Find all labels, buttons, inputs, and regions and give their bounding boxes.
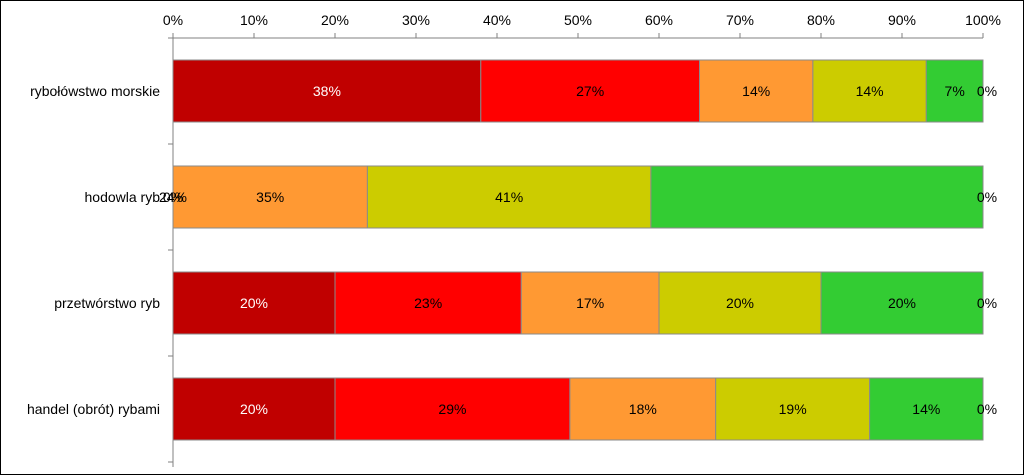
x-tick-label: 40% <box>483 12 511 28</box>
data-label: 17% <box>576 295 604 311</box>
x-tick-label: 80% <box>807 12 835 28</box>
x-tick-label: 50% <box>564 12 592 28</box>
bar-segment <box>820 271 984 335</box>
bar-segment <box>658 271 822 335</box>
x-tick-label: 10% <box>240 12 268 28</box>
data-label: 0% <box>977 401 997 417</box>
data-label: 18% <box>629 401 657 417</box>
data-label: 14% <box>742 83 770 99</box>
bar-segment <box>334 377 571 441</box>
bar-segment <box>569 377 717 441</box>
data-label: 35% <box>256 189 284 205</box>
data-label: 0% <box>977 189 997 205</box>
data-label: 0% <box>163 189 183 205</box>
bar-segment <box>172 377 336 441</box>
data-label: 19% <box>779 401 807 417</box>
bar-segment <box>334 271 522 335</box>
category-label: hodowla ryb <box>85 189 161 205</box>
category-label: przetwórstwo ryb <box>54 295 160 311</box>
data-label: 27% <box>576 83 604 99</box>
data-label: 0% <box>977 295 997 311</box>
bar-segment <box>480 59 700 123</box>
bar-segment <box>715 377 871 441</box>
x-tick-label: 60% <box>645 12 673 28</box>
x-tick-label: 30% <box>402 12 430 28</box>
x-tick-label: 100% <box>965 12 1001 28</box>
category-label: rybołówstwo morskie <box>30 83 160 99</box>
data-label: 29% <box>438 401 466 417</box>
bar-segment <box>172 59 482 123</box>
x-tick-label: 90% <box>888 12 916 28</box>
data-label: 20% <box>240 295 268 311</box>
bar-segment <box>172 165 368 229</box>
data-label: 24% <box>159 189 187 205</box>
bar-segment <box>869 377 984 441</box>
x-tick-label: 20% <box>321 12 349 28</box>
bar-segment <box>520 271 660 335</box>
data-label: 38% <box>313 83 341 99</box>
data-label: 14% <box>912 401 940 417</box>
data-label: 0% <box>977 83 997 99</box>
data-label: 20% <box>240 401 268 417</box>
data-label: 14% <box>856 83 884 99</box>
bar-segment <box>699 59 814 123</box>
x-tick-label: 0% <box>163 12 183 28</box>
bar-segment <box>366 165 652 229</box>
category-label: handel (obrót) rybami <box>27 401 160 417</box>
data-label: 20% <box>888 295 916 311</box>
data-label: 20% <box>726 295 754 311</box>
data-label: 7% <box>945 83 965 99</box>
x-tick-label: 70% <box>726 12 754 28</box>
bar-segment <box>925 59 984 123</box>
data-label: 41% <box>495 189 523 205</box>
bar-segment <box>650 165 984 229</box>
data-label: 23% <box>414 295 442 311</box>
